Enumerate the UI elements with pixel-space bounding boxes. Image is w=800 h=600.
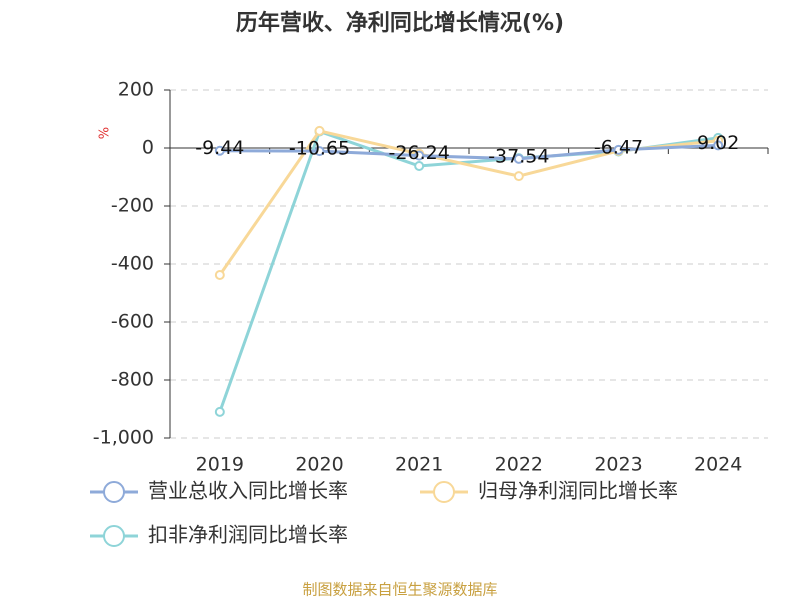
data-label: -10.65 [289,138,350,160]
chart-title: 历年营收、净利同比增长情况(%) [236,10,564,36]
data-point [513,153,524,164]
x-tick-label: 2019 [196,454,244,476]
data-point [214,145,225,156]
y-tick-label: -1,000 [93,427,154,449]
data-label: 9.02 [697,132,739,154]
y-tick-label: -200 [111,195,154,217]
x-tick-label: 2021 [395,454,443,476]
y-axis-label: % [98,127,113,139]
data-point [314,125,325,136]
data-point [314,146,325,157]
legend-label: 扣非净利润同比增长率 [148,523,348,547]
y-tick-label: -400 [111,253,154,275]
x-tick-label: 2024 [694,454,742,476]
data-point [414,160,425,171]
y-tick-label: -800 [111,369,154,391]
data-label: -6.47 [594,136,643,158]
legend-marker [433,481,455,503]
y-tick-label: 0 [142,137,154,159]
x-tick-label: 2022 [495,454,543,476]
data-point [414,150,425,161]
y-tick-label: -600 [111,311,154,333]
data-point [513,171,524,182]
x-tick-label: 2020 [295,454,343,476]
data-label: -26.24 [389,142,450,164]
data-point [214,406,225,417]
data-label: -9.44 [195,137,244,159]
data-point [713,140,724,151]
data-label: -37.54 [488,145,549,167]
legend-label: 营业总收入同比增长率 [148,479,348,503]
x-tick-label: 2023 [594,454,642,476]
source-note: 制图数据来自恒生聚源数据库 [302,581,497,599]
legend-marker [103,481,125,503]
legend-label: 归母净利润同比增长率 [478,479,678,503]
series-line [219,143,719,161]
legend-marker [103,525,125,547]
y-tick-label: 200 [118,79,154,101]
series-line [218,129,719,413]
data-point [613,144,624,155]
data-point [214,270,225,281]
